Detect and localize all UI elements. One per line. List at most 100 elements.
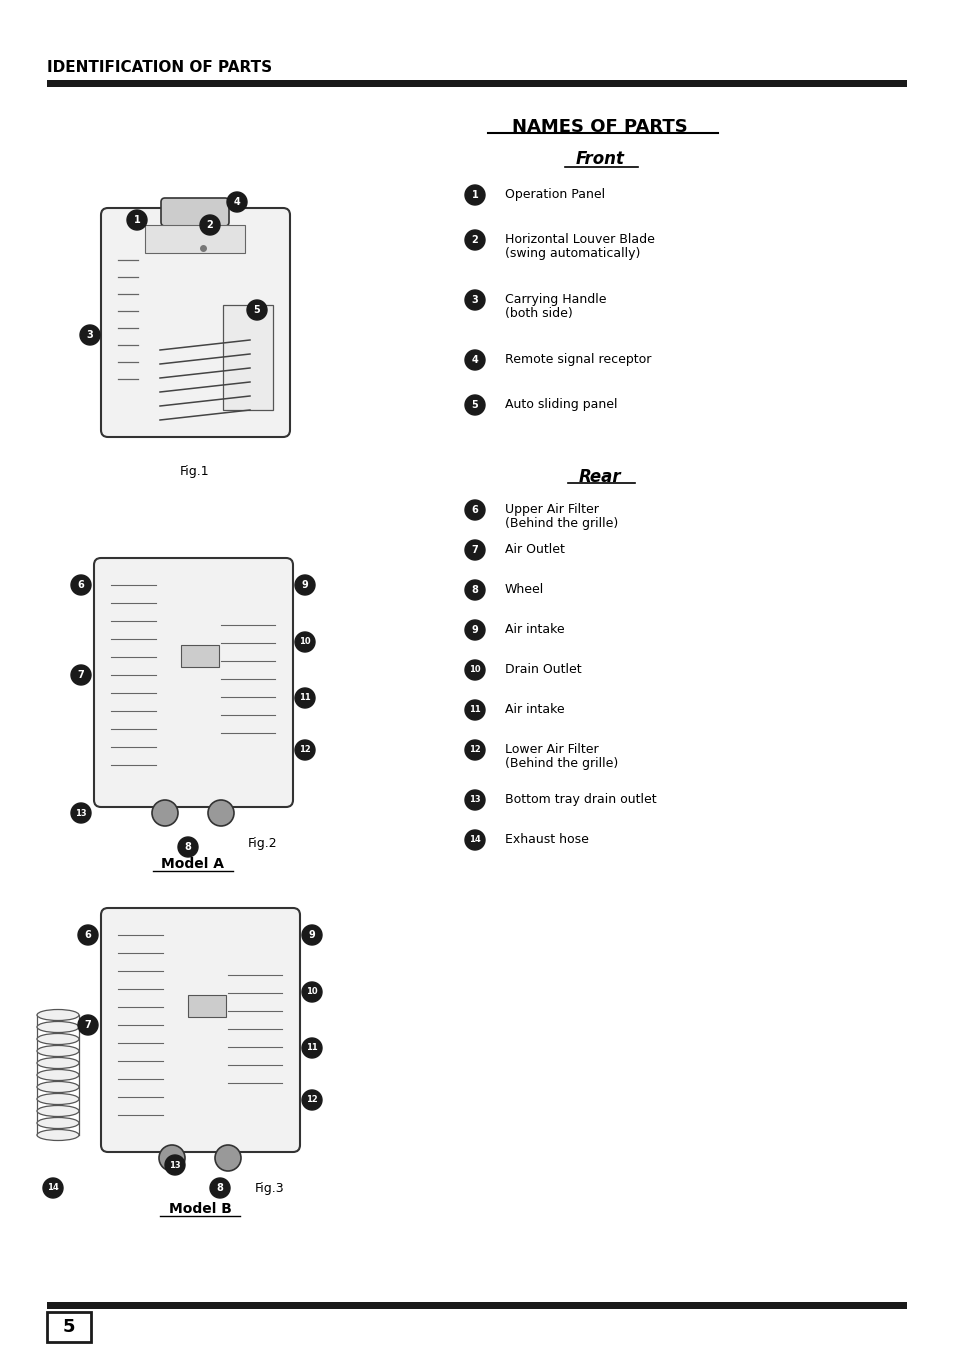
Ellipse shape: [37, 1045, 79, 1057]
Circle shape: [43, 1179, 63, 1197]
Circle shape: [464, 740, 484, 760]
Circle shape: [71, 803, 91, 824]
FancyBboxPatch shape: [47, 1312, 91, 1342]
Text: 3: 3: [471, 296, 477, 305]
Circle shape: [210, 1179, 230, 1197]
Text: 5: 5: [253, 305, 260, 315]
Text: 9: 9: [301, 580, 308, 590]
Text: Rear: Rear: [578, 468, 620, 486]
Circle shape: [152, 801, 178, 826]
Circle shape: [464, 350, 484, 370]
FancyBboxPatch shape: [188, 995, 226, 1017]
Circle shape: [247, 300, 267, 320]
Circle shape: [80, 325, 100, 346]
Text: Model B: Model B: [169, 1202, 232, 1216]
Text: Front: Front: [575, 150, 624, 167]
Text: 7: 7: [85, 1021, 91, 1030]
Text: 11: 11: [299, 694, 311, 702]
Circle shape: [294, 575, 314, 595]
Circle shape: [464, 230, 484, 250]
Circle shape: [302, 925, 322, 945]
Text: 10: 10: [299, 637, 311, 647]
Text: 12: 12: [469, 745, 480, 755]
Text: 12: 12: [306, 1095, 317, 1104]
Text: (Behind the grille): (Behind the grille): [504, 517, 618, 531]
Ellipse shape: [37, 1010, 79, 1021]
Circle shape: [165, 1156, 185, 1174]
Circle shape: [464, 500, 484, 520]
Text: Lower Air Filter: Lower Air Filter: [504, 743, 598, 756]
Text: 10: 10: [469, 666, 480, 675]
Circle shape: [159, 1145, 185, 1170]
Circle shape: [208, 801, 233, 826]
Text: 1: 1: [471, 190, 477, 200]
Ellipse shape: [37, 1106, 79, 1116]
Circle shape: [294, 740, 314, 760]
Text: 4: 4: [471, 355, 477, 364]
Text: NAMES OF PARTS: NAMES OF PARTS: [512, 117, 687, 136]
Text: 6: 6: [77, 580, 84, 590]
Text: 2: 2: [207, 220, 213, 230]
Ellipse shape: [37, 1130, 79, 1141]
Bar: [47, 80, 906, 86]
Text: Remote signal receptor: Remote signal receptor: [504, 352, 651, 366]
FancyBboxPatch shape: [145, 225, 245, 252]
Text: 9: 9: [471, 625, 477, 634]
Text: 13: 13: [75, 809, 87, 818]
Ellipse shape: [37, 1034, 79, 1045]
Text: 14: 14: [469, 836, 480, 845]
Circle shape: [127, 211, 147, 230]
Text: Model A: Model A: [161, 857, 224, 871]
Ellipse shape: [37, 1081, 79, 1092]
FancyBboxPatch shape: [94, 558, 293, 807]
Text: Bottom tray drain outlet: Bottom tray drain outlet: [504, 792, 656, 806]
Circle shape: [464, 660, 484, 680]
FancyBboxPatch shape: [161, 198, 229, 225]
Text: (swing automatically): (swing automatically): [504, 247, 639, 261]
FancyBboxPatch shape: [181, 645, 219, 667]
Circle shape: [302, 1089, 322, 1110]
Text: 12: 12: [299, 745, 311, 755]
Circle shape: [464, 830, 484, 850]
Text: (both side): (both side): [504, 306, 572, 320]
Circle shape: [78, 925, 98, 945]
Text: Air intake: Air intake: [504, 703, 564, 716]
Circle shape: [464, 185, 484, 205]
Ellipse shape: [37, 1118, 79, 1129]
Text: Fig.1: Fig.1: [180, 464, 210, 478]
Text: Air Outlet: Air Outlet: [504, 543, 564, 556]
Text: 5: 5: [471, 400, 477, 410]
Text: 8: 8: [471, 585, 478, 595]
Text: Fig.2: Fig.2: [248, 837, 277, 850]
Circle shape: [464, 790, 484, 810]
Text: 11: 11: [469, 706, 480, 714]
Text: 13: 13: [169, 1161, 181, 1169]
FancyBboxPatch shape: [101, 909, 299, 1152]
FancyBboxPatch shape: [101, 208, 290, 437]
Circle shape: [294, 632, 314, 652]
Text: 4: 4: [233, 197, 240, 207]
Text: 13: 13: [469, 795, 480, 805]
Text: 10: 10: [306, 987, 317, 996]
Circle shape: [464, 540, 484, 560]
Text: Air intake: Air intake: [504, 622, 564, 636]
Text: 1: 1: [133, 215, 140, 225]
Text: Operation Panel: Operation Panel: [504, 188, 604, 201]
Circle shape: [464, 580, 484, 599]
Text: 8: 8: [184, 842, 192, 852]
Circle shape: [294, 688, 314, 707]
Text: Wheel: Wheel: [504, 583, 543, 595]
Ellipse shape: [37, 1057, 79, 1068]
FancyBboxPatch shape: [223, 305, 273, 410]
Circle shape: [464, 290, 484, 310]
Ellipse shape: [37, 1069, 79, 1080]
Circle shape: [200, 215, 220, 235]
Circle shape: [78, 1015, 98, 1035]
Text: (Behind the grille): (Behind the grille): [504, 757, 618, 769]
Circle shape: [302, 1038, 322, 1058]
Text: 6: 6: [85, 930, 91, 940]
Text: 11: 11: [306, 1044, 317, 1053]
Circle shape: [227, 192, 247, 212]
Text: IDENTIFICATION OF PARTS: IDENTIFICATION OF PARTS: [47, 59, 272, 76]
Text: Exhaust hose: Exhaust hose: [504, 833, 588, 846]
